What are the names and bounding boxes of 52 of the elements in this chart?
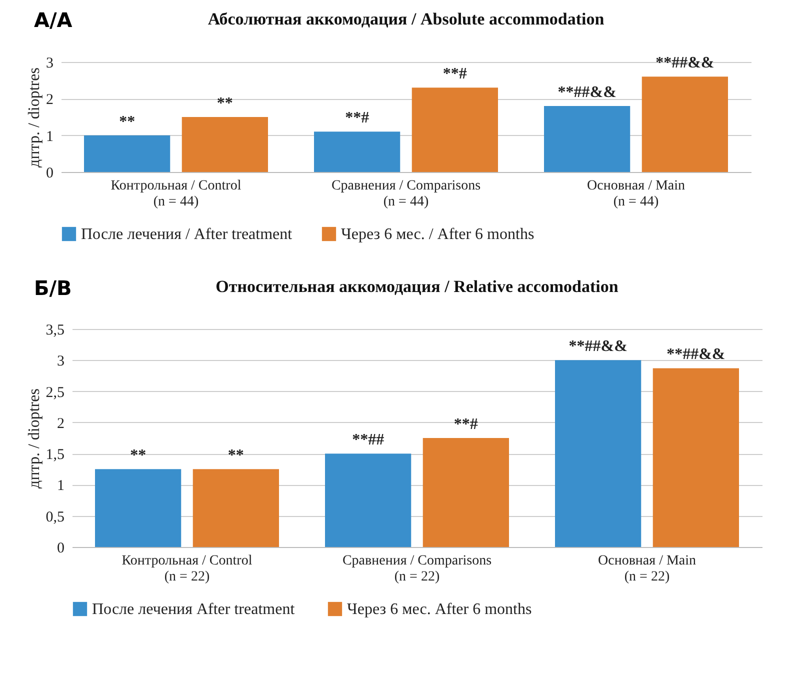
data-label: **: [216, 95, 233, 112]
x-tick-label: Основная / Main (n = 44): [586, 178, 686, 210]
bar: [544, 106, 630, 172]
data-label: **#: [454, 416, 478, 433]
y-tick-label: 0: [46, 166, 54, 182]
data-label: **: [130, 447, 146, 464]
legend-label: После лечения / After treatment: [81, 226, 293, 243]
bar: [95, 469, 182, 547]
y-tick-label: 3,5: [46, 322, 64, 338]
y-tick-label: 3: [46, 56, 54, 72]
bar: [642, 76, 728, 172]
data-label: **#: [442, 66, 467, 83]
data-label: **#: [345, 110, 370, 127]
data-label: **##&&: [558, 84, 616, 101]
data-label: **: [228, 447, 244, 464]
y-tick-label: 2: [57, 416, 64, 432]
legend-label: После лечения After treatment: [92, 601, 296, 618]
chart-title: Относительная аккомодация / Relative accomodation: [216, 277, 619, 296]
x-tick-label: Контрольная / Control (n = 44): [110, 178, 242, 210]
legend-label: Через 6 мес. After 6 months: [347, 601, 532, 618]
y-tick-label: 1,5: [46, 447, 64, 464]
text: Б/В: [34, 276, 72, 300]
data-label: **##&&: [666, 346, 726, 364]
bar: [192, 469, 279, 547]
x-tick-label: Основная / Main (n = 22): [598, 554, 696, 584]
text: А/А: [34, 8, 72, 32]
data-label: **##&&: [568, 338, 628, 356]
y-tick-label: 2: [46, 92, 54, 108]
bar: [182, 117, 268, 172]
bar: [555, 360, 642, 547]
x-tick-label: Сравнения / Comparisons (n = 44): [331, 178, 481, 210]
y-axis-title: дптр. / dioptres: [26, 388, 43, 488]
bar: [652, 368, 739, 547]
bar: [422, 438, 509, 547]
x-tick-label: Контрольная / Control (n = 22): [122, 554, 252, 584]
data-label: **##: [352, 432, 384, 449]
y-tick-label: 1: [46, 128, 54, 145]
x-tick-label: Сравнения / Comparisons (n = 22): [342, 554, 492, 584]
bar: [84, 135, 170, 172]
legend-label: Через 6 мес. / After 6 months: [341, 226, 534, 243]
data-label: **: [119, 113, 136, 130]
y-axis-title: дптр. / dioptres: [26, 68, 43, 168]
bar: [325, 454, 412, 547]
y-tick-label: 2,5: [46, 384, 64, 401]
bar: [314, 132, 400, 172]
bar: [412, 88, 498, 172]
data-label: **##&&: [656, 54, 714, 72]
y-tick-label: 3: [57, 354, 64, 370]
chart-title: Абсолютная аккомодация / Absolute accommodation: [208, 10, 605, 29]
y-tick-label: 0,5: [46, 509, 64, 526]
y-tick-label: 1: [57, 478, 64, 494]
y-tick-label: 0: [57, 540, 64, 556]
